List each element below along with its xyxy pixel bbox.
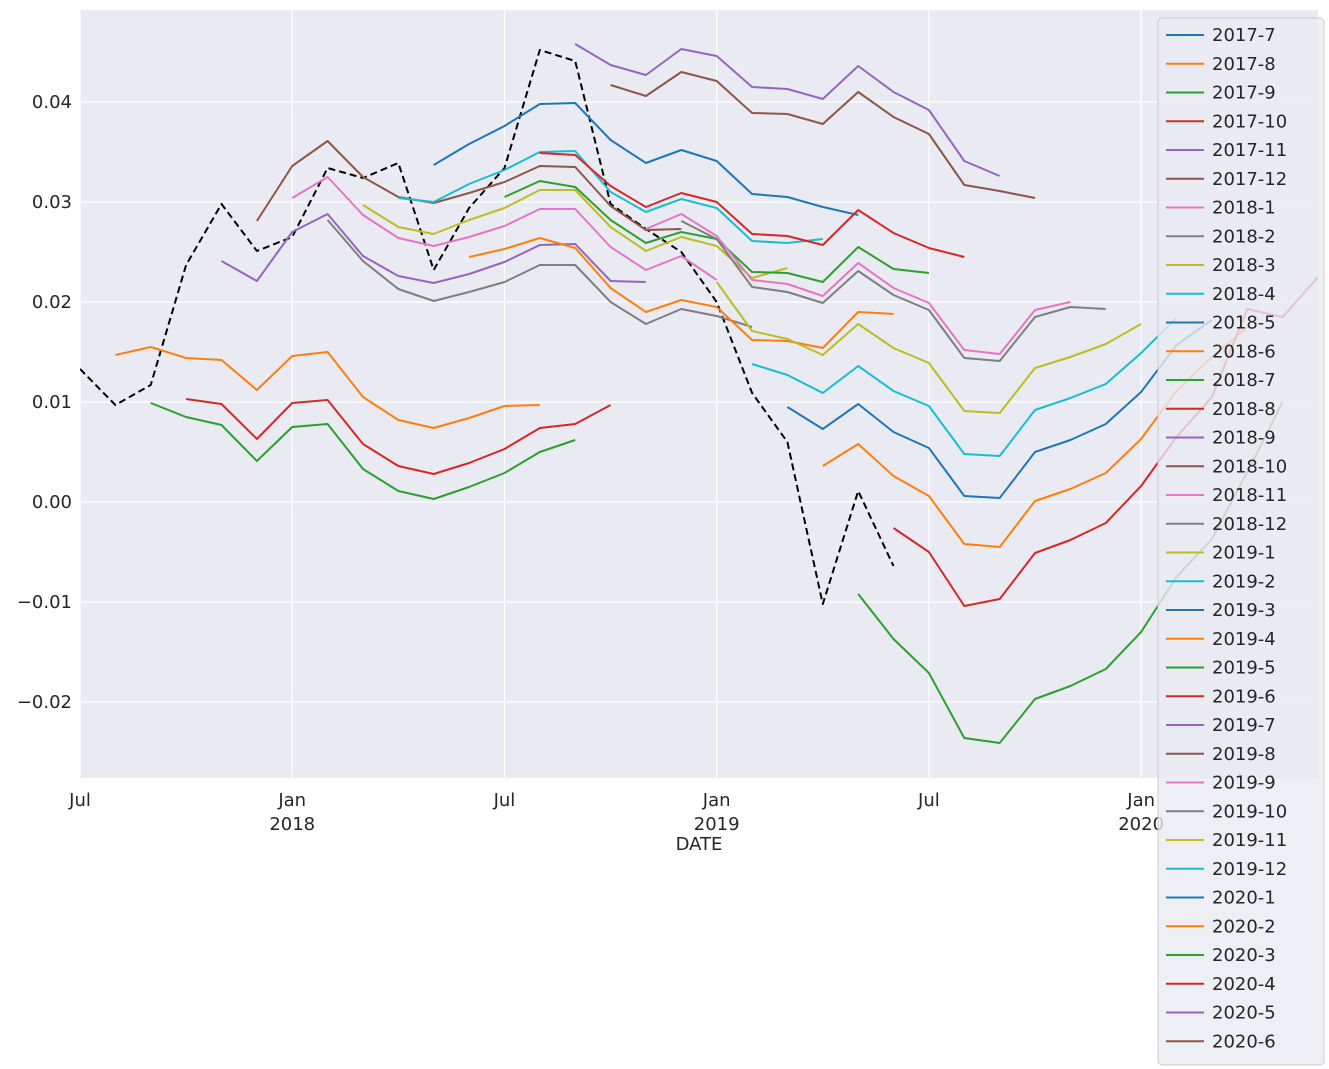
- series-line: [468, 237, 894, 349]
- legend-label: 2020-2: [1212, 916, 1276, 937]
- legend-label: 2017-12: [1212, 169, 1287, 190]
- legend-label: 2019-9: [1212, 773, 1276, 794]
- legend-label: 2020-3: [1212, 945, 1276, 966]
- legend-label: 2019-3: [1212, 600, 1276, 621]
- series-line: [291, 176, 718, 281]
- series-line: [680, 220, 1106, 362]
- series-line: [256, 140, 682, 231]
- series-line: [80, 49, 895, 605]
- y-tick-label: 0.03: [32, 192, 72, 213]
- legend-label: 2018-7: [1212, 370, 1276, 391]
- series-line: [751, 317, 1178, 457]
- series-line: [645, 213, 1071, 355]
- y-tick-label: −0.02: [17, 692, 72, 713]
- legend-label: 2019-12: [1212, 859, 1287, 880]
- legend-box: [1157, 17, 1325, 1066]
- x-axis-label: DATE: [676, 834, 723, 855]
- y-tick-label: 0.02: [32, 292, 72, 313]
- legend-label: 2019-7: [1212, 715, 1276, 736]
- legend-label: 2018-8: [1212, 399, 1276, 420]
- legend-label: 2020-6: [1212, 1031, 1276, 1052]
- legend-label: 2018-2: [1212, 226, 1276, 247]
- x-tick-label: Jul: [68, 790, 91, 811]
- x-tick-label: Jul: [493, 790, 516, 811]
- y-tick-label: −0.01: [17, 592, 72, 613]
- series-line: [539, 152, 965, 258]
- legend-label: 2018-10: [1212, 456, 1287, 477]
- series-line: [115, 346, 540, 429]
- legend-label: 2019-10: [1212, 801, 1287, 822]
- legend-label: 2019-8: [1212, 744, 1276, 765]
- legend-label: 2018-3: [1212, 255, 1276, 276]
- series-line: [433, 102, 859, 216]
- axes: −0.02 −0.01 0.00 0.01 0.02 0.03 0.04 Jul Jan 2018…: [17, 92, 1164, 835]
- series-line: [610, 71, 1036, 199]
- legend-label: 2018-9: [1212, 428, 1276, 449]
- legend-label: 2017-8: [1212, 54, 1276, 75]
- legend-label: 2017-11: [1212, 140, 1287, 161]
- y-tick-label: 0.01: [32, 392, 72, 413]
- series-line: [362, 189, 788, 279]
- legend: 2017-7 2017-8 2017-9 2017-10 2017-11 2017-12 2…: [1157, 17, 1325, 1066]
- legend-label: 2018-6: [1212, 341, 1276, 362]
- legend-label: 2017-10: [1212, 111, 1287, 132]
- legend-label: 2019-4: [1212, 629, 1276, 650]
- legend-label: 2018-11: [1212, 485, 1287, 506]
- y-tick-label: 0.04: [32, 92, 72, 113]
- series-line: [574, 43, 1001, 177]
- x-tick-label: Jan 2020: [1118, 790, 1164, 835]
- series-line: [326, 219, 753, 328]
- legend-label: 2019-2: [1212, 571, 1276, 592]
- legend-label: 2019-6: [1212, 686, 1276, 707]
- legend-label: 2020-4: [1212, 974, 1276, 995]
- legend-label: 2019-11: [1212, 830, 1287, 851]
- legend-label: 2019-1: [1212, 543, 1276, 564]
- legend-label: 2018-1: [1212, 198, 1276, 219]
- lines: [80, 43, 1318, 744]
- legend-label: 2017-7: [1212, 25, 1276, 46]
- x-tick-label: Jan 2019: [694, 790, 740, 835]
- legend-label: 2019-5: [1212, 658, 1276, 679]
- x-tick-label: Jan 2018: [269, 790, 315, 835]
- plot-area: [80, 10, 1318, 778]
- series-line: [150, 402, 576, 500]
- series-line: [221, 213, 646, 284]
- legend-label: 2018-4: [1212, 284, 1276, 305]
- legend-label: 2018-12: [1212, 514, 1287, 535]
- legend-label: 2020-1: [1212, 888, 1276, 909]
- legend-label: 2020-5: [1212, 1003, 1276, 1024]
- legend-label: 2018-5: [1212, 313, 1276, 334]
- x-tick-label: Jul: [917, 790, 940, 811]
- series-line: [185, 398, 612, 475]
- grid: [79, 10, 1318, 778]
- series-line: [398, 150, 823, 244]
- legend-label: 2017-9: [1212, 83, 1276, 104]
- series-line: [786, 319, 1213, 499]
- y-tick-label: 0.00: [32, 492, 72, 513]
- series-line: [715, 281, 1142, 414]
